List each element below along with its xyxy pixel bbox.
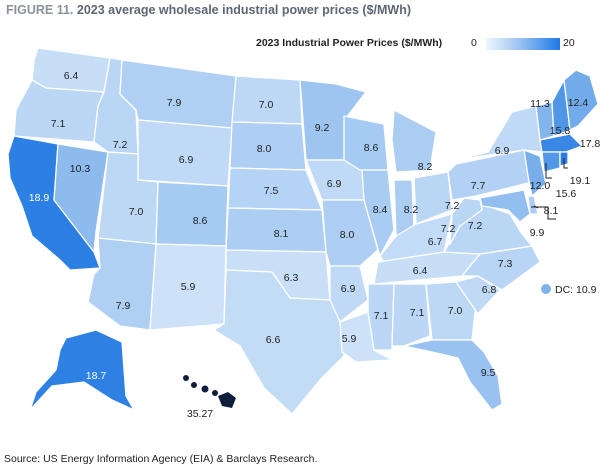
state-az (87, 237, 157, 331)
state-ar (329, 265, 369, 323)
figure-number: FIGURE 11. (6, 3, 74, 17)
label-wi: 8.6 (364, 142, 379, 154)
leader-ri (563, 158, 568, 169)
state-md (479, 189, 531, 223)
label-sc: 6.8 (482, 284, 497, 296)
state-tx (213, 269, 345, 415)
label-tn: 6.4 (413, 265, 428, 277)
state-ct (541, 151, 561, 173)
state-ma (539, 133, 583, 153)
label-nc: 7.3 (498, 258, 513, 270)
label-ok: 6.3 (284, 272, 299, 284)
label-wa: 6.4 (64, 70, 79, 82)
legend-min-label: 0 (471, 37, 477, 49)
label-oh: 7.2 (445, 200, 460, 212)
label-al: 7.1 (410, 307, 425, 319)
figure-title: FIGURE 11. 2023 average wholesale indust… (6, 3, 411, 17)
label-nm: 5.9 (181, 281, 196, 293)
state-me (563, 69, 599, 131)
label-ne: 7.5 (264, 185, 279, 197)
label-in: 8.2 (404, 204, 419, 216)
label-ny: 6.9 (495, 145, 510, 157)
label-mo: 8.0 (340, 229, 355, 241)
label-ar: 6.9 (341, 283, 356, 295)
label-vt: 11.3 (530, 98, 550, 110)
label-mn: 9.2 (315, 122, 330, 134)
label-wy: 6.9 (179, 154, 194, 166)
label-or: 7.1 (51, 118, 66, 130)
state-de (527, 195, 539, 215)
state-wy (137, 119, 233, 187)
label-de: 8.1 (544, 205, 559, 217)
state-ak (29, 329, 135, 411)
label-il: 8.4 (373, 204, 388, 216)
state-sc (455, 275, 501, 315)
label-id: 7.2 (113, 139, 128, 151)
label-ut: 7.0 (129, 206, 144, 218)
label-fl: 9.5 (481, 367, 496, 379)
state-al (391, 283, 431, 347)
legend-color-scale (486, 38, 560, 50)
figure-title-text: 2023 average wholesale industrial power … (76, 3, 412, 17)
label-pa: 7.7 (471, 180, 486, 192)
state-labels: 6.4 7.1 18.9 10.3 7.2 7.9 6.9 7.0 7.9 8.… (29, 70, 601, 420)
label-mt: 7.9 (167, 97, 182, 109)
label-ga: 7.0 (448, 305, 463, 317)
label-la: 5.9 (342, 333, 357, 345)
label-va: 7.2 (468, 220, 483, 232)
label-az: 7.9 (116, 300, 131, 312)
label-co: 8.6 (193, 215, 208, 227)
callout-leaders (531, 158, 568, 220)
label-tx: 6.6 (266, 334, 281, 346)
state-mi (391, 109, 437, 173)
label-nj: 12.0 (530, 180, 551, 192)
label-nh: 15.8 (550, 125, 571, 137)
state-oh (413, 171, 453, 225)
label-ks: 8.1 (274, 228, 289, 240)
state-ms (367, 283, 395, 351)
label-sd: 8.0 (257, 143, 272, 155)
label-mi: 8.2 (418, 161, 433, 173)
dc-legend-dot (541, 284, 551, 294)
state-hi (183, 375, 236, 408)
state-mt (119, 59, 237, 129)
leader-de (533, 205, 539, 209)
label-wv: 7.2 (441, 223, 456, 235)
state-nj (523, 149, 547, 197)
label-ia: 6.9 (327, 178, 342, 190)
legend-max-label: 20 (563, 37, 575, 49)
label-ky: 6.7 (428, 236, 443, 248)
state-nv (53, 143, 109, 253)
label-ca: 18.9 (29, 192, 50, 204)
dc-legend-label: DC: 10.9 (555, 284, 597, 296)
legend-title: 2023 Industrial Power Prices ($/MWh) (256, 37, 443, 49)
label-ms: 7.1 (374, 310, 389, 322)
state-ga (425, 281, 477, 341)
label-ct: 15.6 (556, 188, 577, 200)
label-ma: 17.8 (580, 138, 601, 150)
label-nv: 10.3 (70, 163, 91, 175)
state-il (361, 169, 395, 257)
leader-ct (545, 163, 552, 179)
label-nd: 7.0 (259, 99, 274, 111)
label-hi: 35.27 (187, 408, 213, 420)
label-ri: 19.1 (570, 175, 591, 187)
source-note: Source: US Energy Information Agency (EI… (4, 453, 318, 465)
state-fl (403, 339, 503, 411)
label-md: 9.9 (530, 227, 545, 239)
label-ak: 18.7 (86, 370, 107, 382)
label-me: 12.4 (568, 97, 589, 109)
leader-md (531, 206, 556, 220)
state-co (155, 181, 229, 247)
